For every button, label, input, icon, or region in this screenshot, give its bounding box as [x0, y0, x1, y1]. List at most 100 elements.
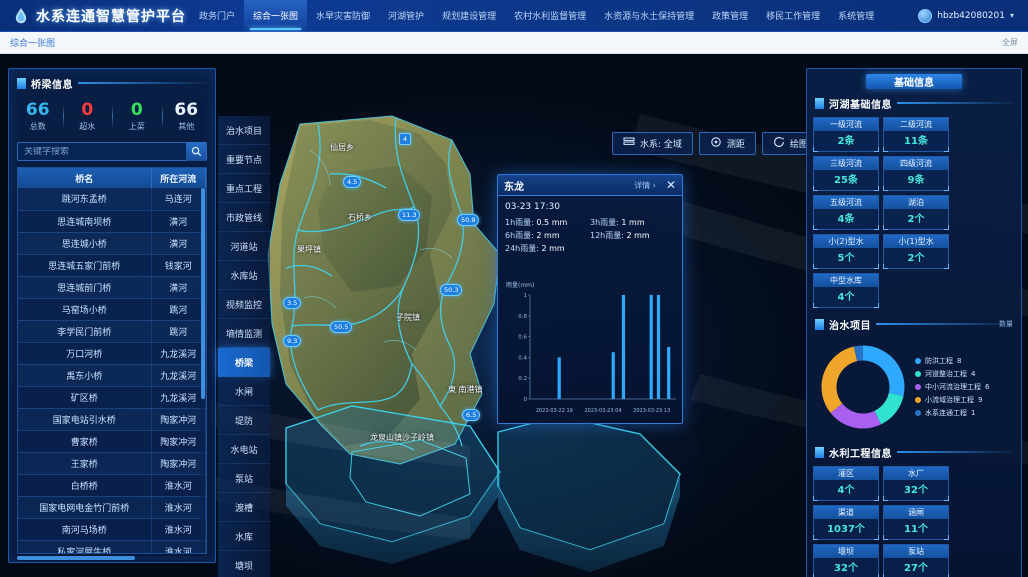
- stat-card[interactable]: 湖泊 2个: [883, 195, 949, 230]
- layer-item-3[interactable]: 市政管线: [218, 203, 270, 232]
- table-row[interactable]: 曹家桥 陶家冲河: [18, 430, 206, 453]
- close-icon[interactable]: ✕: [665, 178, 676, 192]
- table-row[interactable]: 万口河桥 九龙溪河: [18, 342, 206, 365]
- map-badge[interactable]: 50.9: [457, 214, 480, 226]
- table-row[interactable]: 白桥桥 淮水河: [18, 474, 206, 497]
- stat-card[interactable]: 中型水库 4个: [813, 273, 879, 308]
- layer-item-9[interactable]: 水闸: [218, 377, 270, 406]
- layer-item-15[interactable]: 塘坝: [218, 551, 270, 577]
- station-popup[interactable]: 东龙 详情 › ✕ 03-23 17:30 1h雨量: 0.5 mm 3h雨量: …: [497, 174, 683, 424]
- table-vertical-scrollbar[interactable]: [201, 188, 205, 552]
- nav-item-6[interactable]: 水资源与水土保持管理: [604, 12, 695, 22]
- map-badge[interactable]: 4.5: [343, 176, 362, 188]
- project-section-header: 治水项目 数量: [807, 314, 1021, 334]
- table-row[interactable]: 跳河东孟桥 马连河: [18, 188, 206, 211]
- nav-item-3[interactable]: 河湖管护: [388, 12, 425, 22]
- stat-card[interactable]: 涵闸 11个: [883, 505, 949, 540]
- stat-card[interactable]: 二级河流 11条: [883, 117, 949, 152]
- table-row[interactable]: 私家河屋牛桥 淮水河: [18, 540, 206, 553]
- table-row[interactable]: 思连城小桥 潢河: [18, 232, 206, 255]
- table-row[interactable]: 南河马场桥 淮水河: [18, 518, 206, 541]
- map-badge[interactable]: 3.5: [283, 297, 302, 309]
- basic-info-banner: 基础信息: [866, 74, 962, 89]
- nav-item-7[interactable]: 政策管理: [712, 12, 749, 22]
- map-badge[interactable]: 11.3: [398, 209, 421, 221]
- stat-value: 0: [81, 100, 94, 120]
- table-row[interactable]: 国家电网电金竹门前桥 淮水河: [18, 496, 206, 519]
- map-badge[interactable]: 4: [399, 133, 412, 145]
- map-tool-1[interactable]: 测距: [698, 132, 756, 155]
- nav-item-9[interactable]: 系统管理: [838, 12, 875, 22]
- bridge-search-bar[interactable]: [17, 142, 207, 161]
- map-badge[interactable]: 50.3: [440, 284, 463, 296]
- stat-card-value: 25条: [834, 175, 858, 186]
- breadcrumb[interactable]: 综合一张图: [10, 39, 56, 49]
- table-row[interactable]: 李学民门前桥 跳河: [18, 320, 206, 343]
- layer-item-7[interactable]: 墒情监测: [218, 319, 270, 348]
- legend-value: 1: [971, 408, 976, 417]
- map-badge[interactable]: 50.5: [330, 321, 353, 333]
- scrollbar-thumb[interactable]: [201, 188, 205, 400]
- layer-item-1[interactable]: 重要节点: [218, 145, 270, 174]
- layer-item-4[interactable]: 河道站: [218, 232, 270, 261]
- table-horizontal-scrollbar[interactable]: [17, 556, 207, 560]
- table-cell: 国家电网电金竹门前桥: [18, 496, 152, 519]
- user-menu[interactable]: hbzb42080201 ▾: [918, 8, 1028, 23]
- search-input[interactable]: [18, 146, 186, 157]
- table-row[interactable]: 思连城五家门前桥 钱家河: [18, 254, 206, 277]
- stat-card[interactable]: 小(1)型水 2个: [883, 234, 949, 269]
- layer-item-2[interactable]: 重点工程: [218, 174, 270, 203]
- map-badge[interactable]: 6.5: [462, 409, 481, 421]
- stat-card[interactable]: 五级河流 4条: [813, 195, 879, 230]
- layer-item-13[interactable]: 渡槽: [218, 493, 270, 522]
- map-canvas[interactable]: 仙居乡 石桥乡 果坪镇 子院镇東 南港镇 龙泉山镇沙子岭镇 4 4.5 11.3 50.9 50…: [0, 54, 1028, 577]
- table-cell: 曹家桥: [18, 430, 152, 453]
- stat-card[interactable]: 小(2)型水 5个: [813, 234, 879, 269]
- map-tool-0[interactable]: 水系: 全域: [612, 132, 693, 155]
- layer-item-10[interactable]: 堤防: [218, 406, 270, 435]
- table-row[interactable]: 禹东小桥 九龙溪河: [18, 364, 206, 387]
- stat-card[interactable]: 堰坝 32个: [813, 544, 879, 577]
- table-row[interactable]: 思连城南坝桥 潢河: [18, 210, 206, 233]
- map-badge[interactable]: 9.3: [283, 335, 302, 347]
- nav-item-0[interactable]: 政务门户: [199, 12, 236, 22]
- bridge-table-wrap[interactable]: 桥名 所在河流 跳河东孟桥 马连河 思连城南坝桥 潢河 思连城小桥 潢河 思连城五家门前桥 钱家…: [17, 167, 207, 554]
- bridge-stat-0: 66 总数: [13, 101, 63, 132]
- table-row[interactable]: 思连城前门桥 潢河: [18, 276, 206, 299]
- stat-card[interactable]: 泵站 27个: [883, 544, 949, 577]
- fullscreen-button[interactable]: 全屏: [1002, 38, 1018, 47]
- stat-card[interactable]: 三级河流 25条: [813, 156, 879, 191]
- nav-item-4[interactable]: 规划建设管理: [442, 12, 497, 22]
- layer-item-12[interactable]: 泵站: [218, 464, 270, 493]
- layer-item-14[interactable]: 水库: [218, 522, 270, 551]
- nav-item-5[interactable]: 农村水利监督管理: [514, 12, 587, 22]
- table-row[interactable]: 王家桥 陶家冲河: [18, 452, 206, 475]
- stat-card[interactable]: 一级河流 2条: [813, 117, 879, 152]
- popup-detail-link[interactable]: 详情 ›: [634, 180, 656, 190]
- search-icon[interactable]: [186, 142, 206, 161]
- river-section-title: 河湖基础信息: [829, 99, 892, 111]
- nav-item-2[interactable]: 水旱灾害防御: [316, 12, 371, 22]
- layer-item-11[interactable]: 水电站: [218, 435, 270, 464]
- stat-card[interactable]: 水厂 32个: [883, 466, 949, 501]
- table-row[interactable]: 矿区桥 九龙溪河: [18, 386, 206, 409]
- nav-item-1[interactable]: 综合一张图: [244, 0, 308, 32]
- nav-item-8[interactable]: 移民工作管理: [766, 12, 821, 22]
- panel-marker-icon: [815, 97, 824, 109]
- layer-item-8[interactable]: 桥梁: [218, 348, 270, 377]
- stat-card[interactable]: 渠道 1037个: [813, 505, 879, 540]
- stat-card[interactable]: 四级河流 9条: [883, 156, 949, 191]
- table-cell: 九龙溪河: [151, 364, 206, 387]
- layer-item-0[interactable]: 治水项目: [218, 116, 270, 145]
- chevron-down-icon[interactable]: ▾: [1009, 11, 1014, 20]
- layer-item-6[interactable]: 视频监控: [218, 290, 270, 319]
- layer-item-5[interactable]: 水库站: [218, 261, 270, 290]
- stat-card[interactable]: 灌区 4个: [813, 466, 879, 501]
- table-cell: 淮水河: [151, 540, 206, 553]
- table-row[interactable]: 国家电站引水桥 陶家冲河: [18, 408, 206, 431]
- hscroll-thumb[interactable]: [17, 556, 135, 560]
- table-row[interactable]: 马窑场小桥 跳河: [18, 298, 206, 321]
- legend-value: 8: [957, 356, 962, 365]
- legend-color-dot: [915, 397, 921, 403]
- table-cell: 跳河: [151, 298, 206, 321]
